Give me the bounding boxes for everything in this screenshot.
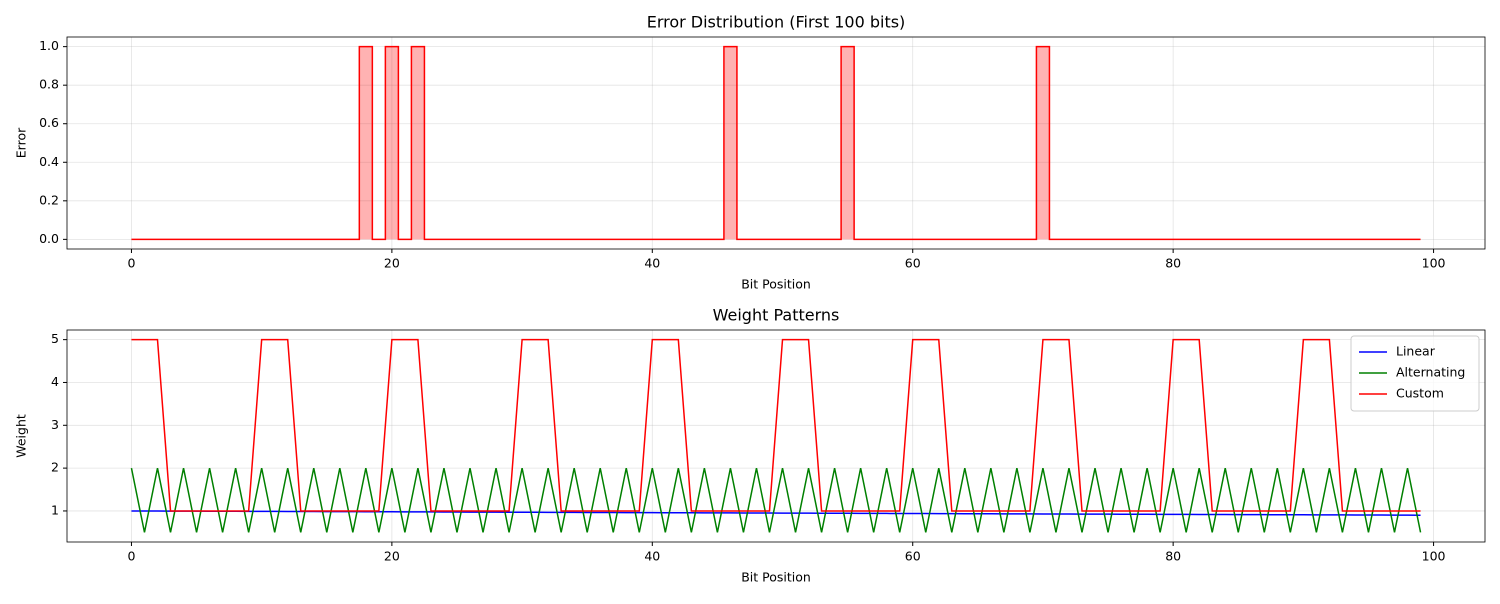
x-tick-label: 0 bbox=[127, 549, 135, 564]
legend-label: Linear bbox=[1396, 344, 1436, 359]
x-tick-label: 0 bbox=[127, 256, 135, 271]
legend-box bbox=[1350, 335, 1480, 412]
y-axis-label: Weight bbox=[14, 414, 29, 458]
x-tick-label: 100 bbox=[1422, 256, 1446, 271]
y-tick-label: 0.8 bbox=[39, 77, 59, 92]
y-tick-label: 0.4 bbox=[39, 154, 59, 169]
y-tick-label: 3 bbox=[51, 417, 59, 432]
y-tick-label: 5 bbox=[51, 331, 59, 346]
chart-title: Weight Patterns bbox=[713, 306, 840, 325]
y-tick-label: 0.0 bbox=[39, 231, 59, 246]
chart-title: Error Distribution (First 100 bits) bbox=[647, 13, 906, 32]
x-tick-label: 60 bbox=[905, 549, 921, 564]
x-tick-label: 60 bbox=[905, 256, 921, 271]
legend-label: Custom bbox=[1396, 386, 1444, 401]
y-tick-label: 1.0 bbox=[39, 38, 59, 53]
legend: Linear Alternating Custom bbox=[1350, 335, 1480, 412]
x-axis-label: Bit Position bbox=[741, 570, 811, 585]
series-line bbox=[131, 338, 1421, 512]
legend-label: Alternating bbox=[1396, 365, 1465, 380]
x-tick-label: 80 bbox=[1165, 549, 1181, 564]
y-tick-label: 2 bbox=[51, 460, 59, 475]
error-fill bbox=[131, 46, 1421, 240]
x-axis-label: Bit Position bbox=[741, 277, 811, 292]
series-line bbox=[130, 467, 1422, 533]
y-tick-label: 0.2 bbox=[39, 192, 59, 207]
x-tick-label: 100 bbox=[1422, 549, 1446, 564]
plot-frame bbox=[66, 36, 1486, 250]
x-tick-label: 20 bbox=[384, 256, 400, 271]
x-tick-label: 40 bbox=[644, 256, 660, 271]
plot-frame bbox=[66, 329, 1486, 543]
x-tick-label: 80 bbox=[1165, 256, 1181, 271]
x-tick-label: 20 bbox=[384, 549, 400, 564]
y-tick-label: 0.6 bbox=[39, 115, 59, 130]
y-tick-label: 1 bbox=[51, 502, 59, 517]
y-tick-label: 4 bbox=[51, 374, 59, 389]
x-tick-label: 40 bbox=[644, 549, 660, 564]
error-line bbox=[131, 45, 1421, 241]
y-axis-label: Error bbox=[14, 127, 29, 158]
